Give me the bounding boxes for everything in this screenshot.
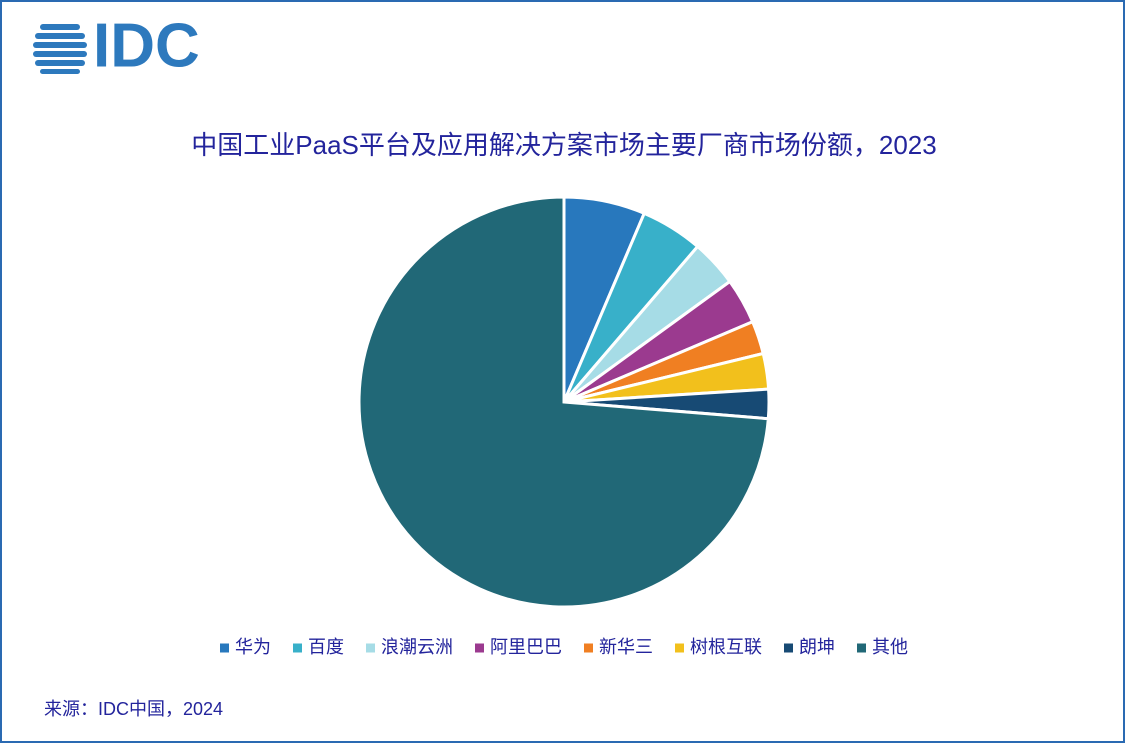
legend-label: 新华三 [599, 637, 653, 657]
legend-label: 百度 [308, 637, 344, 657]
legend-label: 树根互联 [690, 637, 762, 657]
legend-label: 朗坤 [799, 637, 835, 657]
legend-swatch [220, 643, 229, 653]
chart-title: 中国工业PaaS平台及应用解决方案市场主要厂商市场份额，2023 [191, 130, 936, 160]
legend-label: 浪潮云洲 [381, 637, 453, 657]
legend-swatch [675, 643, 684, 653]
legend-swatch [784, 643, 793, 653]
logo-text: IDC [93, 11, 200, 80]
legend-swatch [584, 643, 593, 653]
legend-label: 其他 [872, 637, 908, 657]
logo-stripes [33, 24, 87, 74]
legend-swatch [475, 643, 484, 653]
legend-swatch [857, 643, 866, 653]
legend-label: 华为 [235, 637, 271, 657]
legend-swatch [366, 643, 375, 653]
source-note: 来源：IDC中国，2024 [44, 699, 223, 719]
legend-label: 阿里巴巴 [490, 637, 562, 657]
legend-swatch [293, 643, 302, 653]
pie-slice [357, 195, 770, 609]
